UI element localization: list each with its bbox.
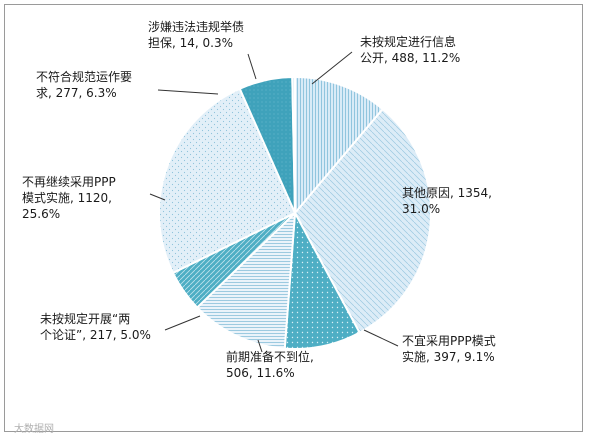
pie-slice-0 [294,75,385,216]
slice-label-line: 25.6% [22,207,60,221]
slice-label-line: 31.0% [402,202,440,216]
pie-slice-3 [195,210,297,350]
slice-label-2: 不宜采用PPP模式实施, 397, 9.1% [402,333,496,364]
pie-slice-7 [291,75,296,214]
slice-label-0: 未按规定进行信息公开, 488, 11.2% [360,34,460,65]
slice-label-line: 不符合规范运作要 [36,69,132,84]
slice-label-line: 求, 277, 6.3% [36,86,117,100]
slice-label-line: 其他原因, 1354, [402,186,492,200]
leader-line-5 [149,193,166,201]
slice-label-line: 未按规定开展“两 [40,311,130,326]
slice-label-line: 不宜采用PPP模式 [402,333,496,348]
slice-label-line: 506, 11.6% [226,366,295,380]
slice-label-4: 未按规定开展“两个论证”, 217, 5.0% [40,311,151,342]
slice-label-1: 其他原因, 1354, 31.0% [402,186,492,216]
slice-label-line: 未按规定进行信息 [360,34,456,49]
leader-line-6 [157,89,219,95]
slice-label-line: 实施, 397, 9.1% [402,349,495,364]
slice-label-line: 模式实施, 1120, [22,190,112,205]
slice-label-6: 不符合规范运作要求, 277, 6.3% [36,69,132,100]
slice-label-7: 涉嫌违法违规举债担保, 14, 0.3% [148,19,244,50]
leader-line-7 [247,53,257,80]
slice-label-3: 前期准备不到位, 506, 11.6% [226,349,314,380]
pie-slice-5 [158,87,297,275]
slice-label-5: 不再继续采用PPP 模式实施, 1120, 25.6% [22,175,116,221]
leader-line-0 [311,51,353,85]
slice-label-line: 担保, 14, 0.3% [148,36,233,50]
slice-label-line: 个论证”, 217, 5.0% [40,328,151,342]
slice-label-line: 前期准备不到位, [226,349,314,364]
slice-label-line: 不再继续采用PPP [22,175,116,189]
watermark: 大数据网 [14,424,54,435]
leader-line-3 [257,339,263,353]
leader-line-4 [164,315,201,331]
leader-line-2 [363,329,399,347]
slice-label-line: 公开, 488, 11.2% [360,51,460,65]
slice-label-line: 涉嫌违法违规举债 [148,19,244,34]
pie-slice-1 [293,107,432,335]
